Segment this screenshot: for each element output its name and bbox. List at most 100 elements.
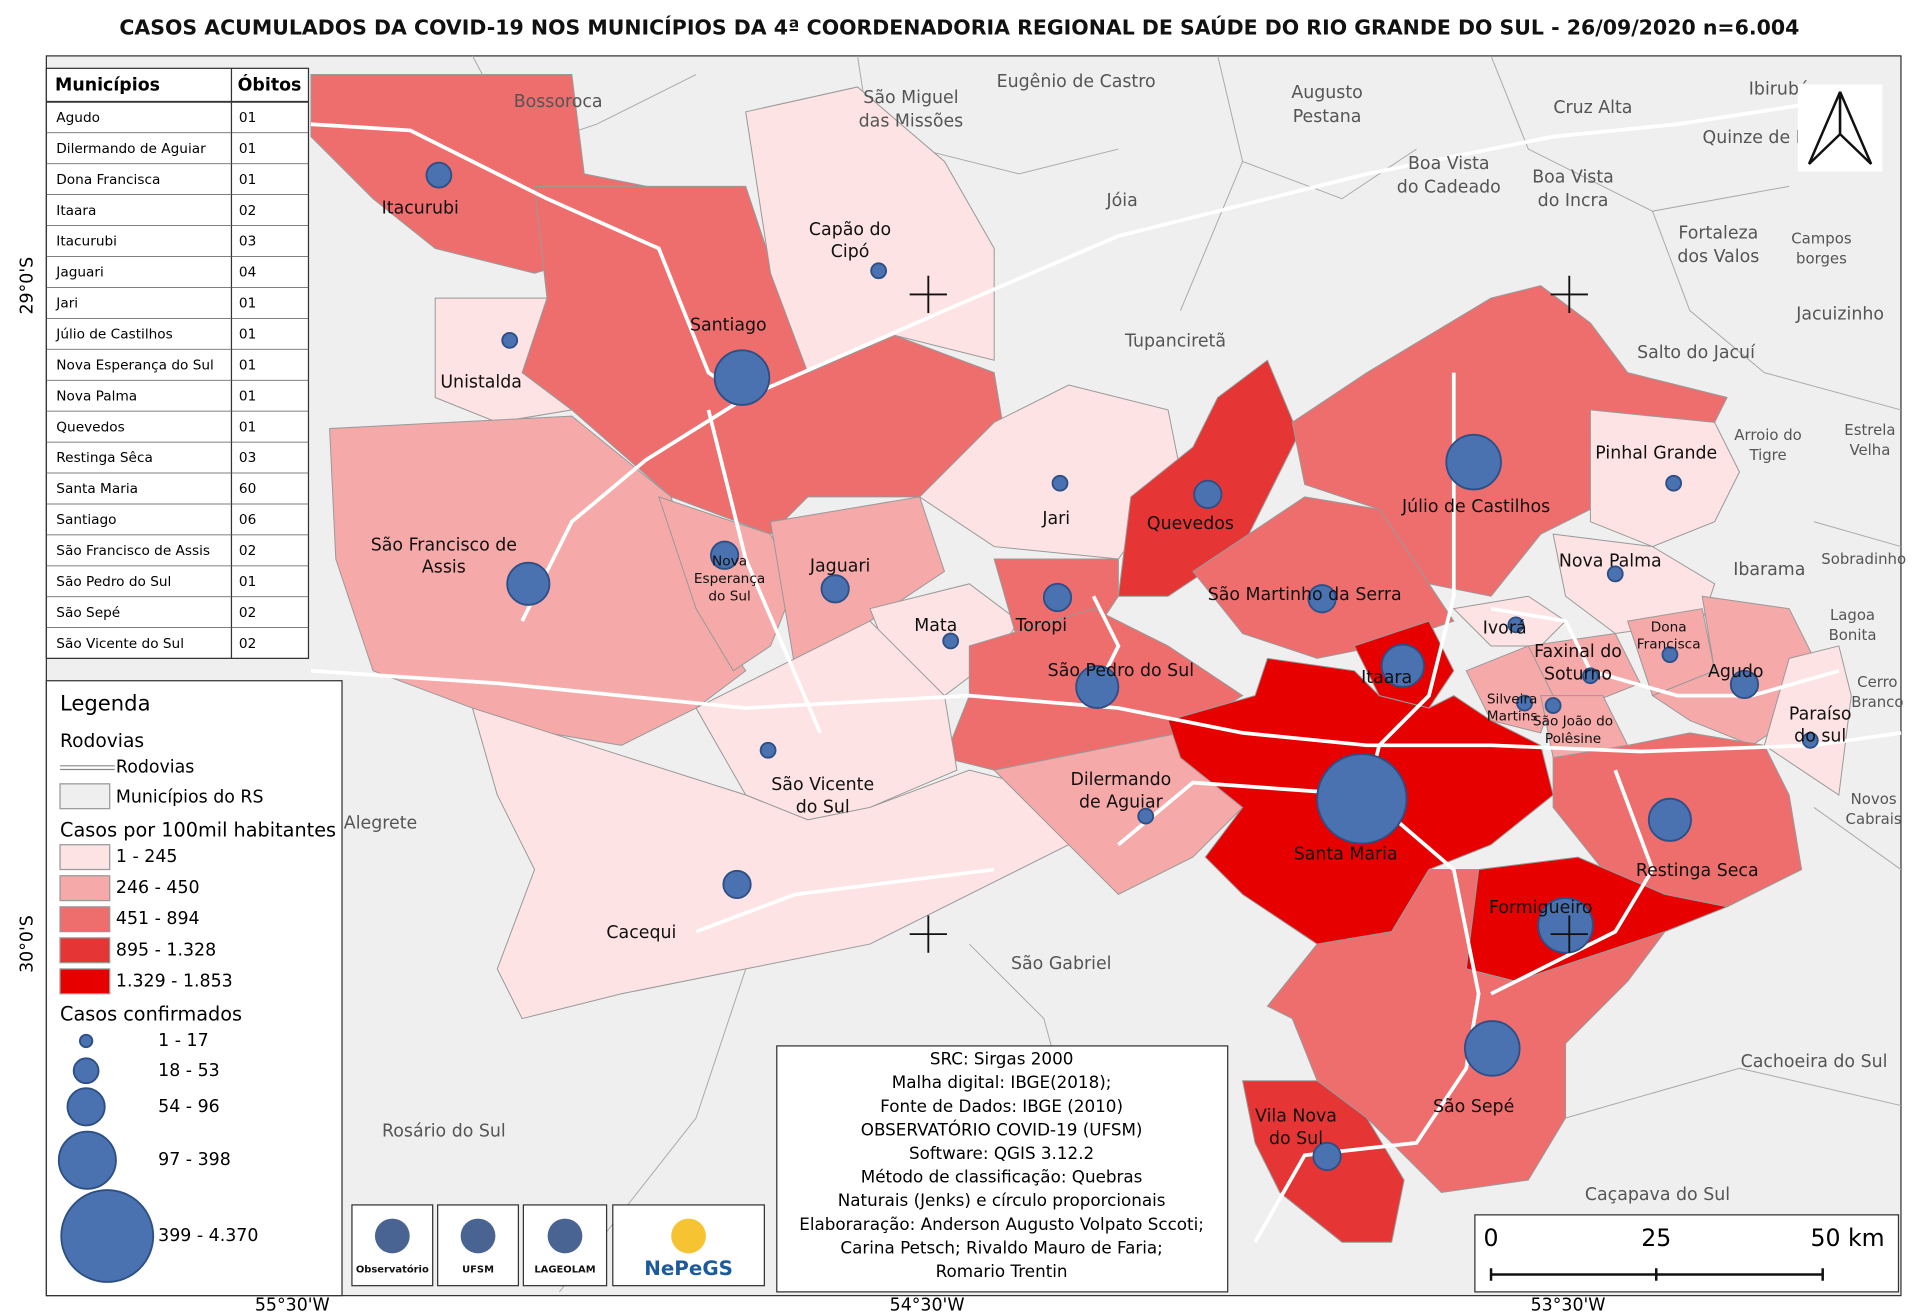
- municipality-label: São Pedro do Sul: [1048, 661, 1194, 681]
- municipality-label: Restinga Seca: [1636, 861, 1759, 881]
- case-circle: [1193, 479, 1223, 509]
- municipality-label: Esperança: [694, 571, 765, 587]
- neighbor-label: Augusto: [1291, 83, 1362, 103]
- neighbor-label: São Miguel: [863, 88, 958, 108]
- info-line: SRC: Sirgas 2000: [930, 1049, 1074, 1069]
- logo-text: UFSM: [462, 1265, 494, 1276]
- municipality-label: Unistalda: [440, 373, 522, 393]
- lon-label: 54°30'W: [890, 1296, 965, 1313]
- case-circle: [820, 574, 850, 604]
- north-arrow: [1797, 84, 1883, 172]
- neighbor-label: Ibirubá: [1749, 79, 1810, 99]
- neighbor-label: Bonita: [1829, 626, 1877, 644]
- title: CASOS ACUMULADOS DA COVID-19 NOS MUNICÍP…: [119, 15, 1799, 40]
- info-line: Malha digital: IBGE(2018);: [892, 1072, 1112, 1092]
- neighbor-label: Rosário do Sul: [382, 1122, 506, 1142]
- table-cell: 01: [239, 327, 256, 343]
- neighbor-label: Tigre: [1748, 446, 1786, 464]
- case-circles: [425, 161, 1819, 1172]
- table-cell: 01: [239, 172, 256, 188]
- legend-circle: [57, 1130, 117, 1190]
- logo-text: LAGEOLAM: [534, 1265, 595, 1276]
- legend-label: 895 - 1.328: [116, 940, 216, 960]
- logo-mark: [460, 1218, 496, 1254]
- municipality-label: Itacurubi: [382, 199, 459, 219]
- municipality-label: Capão do: [809, 220, 891, 240]
- legend-group: Casos por 100mil habitantes: [60, 819, 336, 842]
- case-circle: [1729, 669, 1760, 700]
- table-cell: São Pedro do Sul: [56, 574, 171, 590]
- case-circle: [506, 561, 551, 606]
- case-circle: [1516, 694, 1533, 712]
- municipality-label: São Sepé: [1433, 1097, 1514, 1117]
- legend-swatch: [59, 844, 111, 871]
- municipality: [1192, 496, 1455, 659]
- case-circle: [425, 161, 453, 189]
- neighbor-label: Branco: [1851, 693, 1903, 711]
- table-cell: Agudo: [56, 110, 100, 126]
- neighbor-label: Arroio do: [1734, 426, 1802, 444]
- municipality-label: Jari: [1041, 509, 1070, 529]
- municipality-label: Assis: [422, 558, 466, 578]
- legend-circle: [60, 1189, 155, 1283]
- table-cell: Dona Francisca: [56, 172, 160, 188]
- case-circle: [1380, 643, 1425, 688]
- info-line: Naturais (Jenks) e círculo proporcionais: [838, 1190, 1166, 1210]
- case-circle: [1665, 474, 1683, 492]
- neighbor-label: Eugênio de Castro: [997, 72, 1156, 92]
- legend-group: Rodovias: [60, 731, 144, 752]
- legend-label: 399 - 4.370: [158, 1226, 258, 1246]
- table-cell: Restinga Sêca: [56, 450, 153, 466]
- neighbor-label: Quinze de N: [1703, 128, 1809, 148]
- logos: Observatório UFSM LAGEOLAM NePeGS: [351, 1204, 765, 1287]
- table-cell: Itacurubi: [56, 234, 117, 250]
- municipality-label: do sul: [1794, 727, 1846, 747]
- municipality-label: Quevedos: [1147, 514, 1234, 534]
- info-line: Carina Petsch; Rivaldo Mauro de Faria;: [840, 1237, 1162, 1257]
- municipality-label: São Martinho da Serra: [1208, 585, 1402, 605]
- logo-text: Observatório: [356, 1264, 429, 1276]
- municipality-label: Martins: [1487, 709, 1538, 725]
- table-header: Municípios: [55, 76, 160, 96]
- neighbor-label: dos Valos: [1677, 247, 1759, 267]
- municipality-label: Itaara: [1361, 668, 1412, 688]
- legend-label: 1.329 - 1.853: [116, 971, 233, 991]
- neighbor-label: das Missões: [859, 112, 964, 132]
- municipality-label: Polêsine: [1545, 731, 1601, 747]
- case-circle: [1137, 807, 1155, 825]
- neighbor-label: Cabrais: [1846, 810, 1902, 828]
- case-circle: [1544, 697, 1562, 714]
- info-line: Elaboraração: Anderson Augusto Volpato S…: [799, 1214, 1204, 1234]
- table-cell: 02: [239, 203, 256, 219]
- scale-label: 50 km: [1810, 1224, 1884, 1252]
- info-line: Software: QGIS 3.12.2: [909, 1143, 1094, 1163]
- table-cell: Júlio de Castilhos: [55, 327, 172, 343]
- neighbor-label: São Gabriel: [1011, 954, 1111, 974]
- legend-label: 451 - 894: [116, 909, 200, 929]
- case-circle: [1312, 1141, 1342, 1172]
- case-circle: [1606, 565, 1624, 583]
- table-cell: 03: [239, 450, 256, 466]
- legend-swatch: [59, 875, 111, 902]
- municipality-label: Nova Palma: [1559, 551, 1662, 571]
- municipality-polygons: [310, 74, 1852, 1243]
- deaths-table: Municípios Óbitos Agudo 01 Dilermando de Agu…: [45, 67, 310, 659]
- case-circle: [1537, 897, 1594, 954]
- legend-label: 1 - 17: [158, 1031, 208, 1051]
- municipality-label: Toropi: [1015, 616, 1068, 636]
- neighbor-label: Novos: [1851, 790, 1897, 808]
- info-line: OBSERVATÓRIO COVID-19 (UFSM): [861, 1118, 1143, 1139]
- municipality-label: Dilermando: [1070, 770, 1171, 790]
- municipality-label: Faxinal do: [1534, 642, 1622, 662]
- table-cell: 01: [239, 110, 256, 126]
- neighbor-label: Cerro: [1857, 673, 1897, 691]
- table-cell: 01: [239, 141, 256, 157]
- case-circle: [1075, 664, 1120, 709]
- neighbor-label: Cachoeira do Sul: [1741, 1052, 1888, 1072]
- table-cell: Dilermando de Aguiar: [56, 141, 206, 157]
- municipality-label: Santa Maria: [1294, 845, 1398, 865]
- table-cell: 60: [239, 481, 256, 497]
- neighbor-label: Bossoroca: [514, 92, 603, 112]
- table-cell: Santa Maria: [56, 481, 138, 497]
